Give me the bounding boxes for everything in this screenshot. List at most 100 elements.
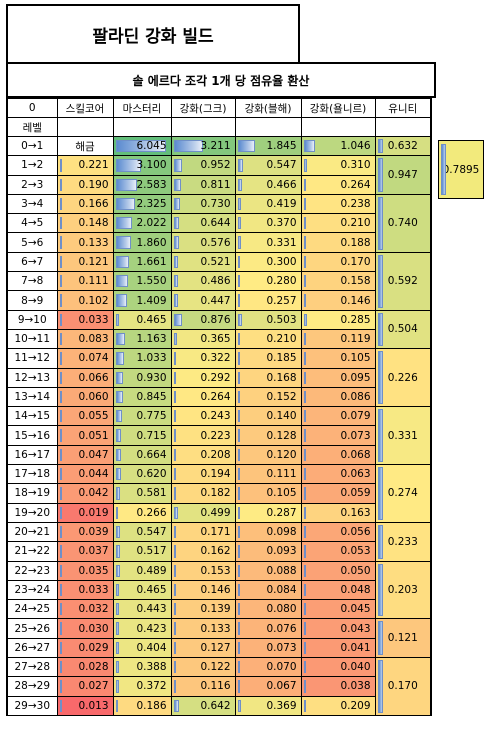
value-cell-g: 0.194 [170, 464, 236, 485]
data-bar [173, 140, 203, 153]
level-cell: 9→10 [6, 309, 58, 330]
data-bar [115, 506, 118, 519]
data-bar [173, 429, 176, 442]
cell-value: 0.041 [340, 641, 371, 654]
value-cell-sc: 0.060 [56, 386, 114, 408]
cell-value: 0.166 [78, 198, 109, 211]
value-cell-ms: 1.860 [112, 232, 172, 253]
cell-value: 0.210 [266, 333, 297, 346]
cell-value: 0.051 [78, 429, 109, 442]
cell-value: 0.119 [340, 333, 371, 346]
value-cell-b: 0.098 [234, 521, 302, 543]
table-row: 26→27 0.029 0.404 0.127 0.073 0.041 [6, 637, 431, 659]
data-bar [173, 352, 177, 365]
value-cell-g: 3.211 [170, 135, 236, 157]
cell-value: 0.171 [200, 526, 231, 539]
cell-value: 0.039 [78, 526, 109, 539]
data-bar [237, 468, 240, 481]
value-cell-ms: 0.465 [112, 579, 172, 601]
value-cell-sc: 0.032 [56, 599, 114, 620]
cell-value: 0.503 [266, 313, 297, 326]
table-row: 0→1 해금 6.045 3.211 1.845 1.046 0.632 [6, 135, 432, 157]
value-cell-ms: 0.372 [112, 676, 172, 697]
data-bar [441, 144, 446, 195]
value-cell-h: 0.059 [300, 483, 376, 504]
value-cell-b: 0.547 [234, 155, 302, 176]
value-cell-ms: 0.930 [112, 367, 172, 388]
unity-cell: 0.592 [374, 251, 432, 311]
header-level-label: 레벨 [6, 117, 58, 137]
value-cell-ms: 6.045 [112, 135, 172, 157]
data-bar [303, 390, 306, 404]
data-bar [59, 255, 62, 269]
cell-value: 0.121 [78, 255, 109, 268]
level-cell: 5→6 [6, 232, 58, 253]
data-bar [377, 409, 383, 463]
cell-value: 0.153 [200, 564, 231, 577]
cell-value: 0.547 [136, 526, 167, 539]
table-subtitle: 솔 에르다 조각 1개 당 점유율 환산 [6, 62, 436, 98]
value-cell-g: 0.811 [170, 174, 236, 195]
cell-value: 0.066 [78, 371, 109, 384]
data-bar [59, 564, 62, 577]
value-cell-h: 1.046 [300, 135, 376, 157]
value-cell-sc: 0.066 [56, 367, 114, 388]
value-cell-g: 0.162 [170, 541, 236, 562]
data-bar [237, 680, 240, 693]
cell-value: 0.243 [200, 410, 231, 423]
table-row: 1→2 0.221 3.100 0.952 0.547 0.310 0.947 [6, 155, 432, 195]
cell-value: 0.152 [266, 391, 297, 403]
data-bar [173, 255, 179, 269]
value-cell-g: 0.139 [170, 599, 236, 620]
cell-value: 0.044 [78, 468, 109, 481]
data-bar [59, 622, 62, 635]
cell-value: 0.073 [340, 429, 371, 442]
cell-value: 0.037 [78, 545, 109, 558]
value-cell-h: 0.079 [300, 406, 376, 427]
data-bar [173, 371, 177, 384]
cell-value: 3.100 [136, 159, 167, 172]
data-bar [115, 545, 120, 558]
level-cell: 7→8 [6, 271, 58, 292]
value-cell-b: 0.331 [234, 232, 302, 253]
cell-value: 0.188 [340, 236, 371, 249]
data-bar [173, 487, 176, 500]
cell-value: 1.033 [136, 352, 167, 365]
data-bar [115, 255, 130, 269]
cell-value: 0.423 [136, 622, 167, 635]
cell-value: 0.388 [136, 661, 167, 674]
data-bar [377, 254, 383, 308]
table-row: 7→8 0.111 1.550 0.486 0.280 0.158 [6, 271, 431, 292]
cell-value: 0.322 [200, 352, 231, 365]
value-cell-ms: 1.550 [112, 271, 172, 292]
data-bar [237, 699, 241, 712]
cell-value: 0.128 [266, 429, 297, 442]
data-bar [59, 371, 62, 384]
header-mastery: 마스터리 [112, 98, 172, 118]
value-cell-h: 0.050 [300, 560, 376, 581]
cell-value: 0.190 [78, 178, 109, 191]
cell-value: 0.042 [78, 487, 109, 500]
cell-value: 0.056 [340, 526, 371, 539]
value-cell-g: 0.208 [170, 444, 236, 466]
data-bar [115, 410, 122, 423]
cell-value: 0.070 [266, 661, 297, 674]
cell-value: 0.170 [340, 255, 371, 268]
data-bar [303, 583, 306, 597]
data-bar [59, 468, 62, 481]
level-cell: 6→7 [6, 251, 58, 273]
data-bar [303, 545, 306, 558]
cell-value: 0.053 [340, 545, 371, 558]
cell-value: 0.370 [266, 217, 297, 230]
data-bar [237, 429, 240, 442]
data-bar [377, 524, 383, 559]
data-bar [237, 332, 240, 346]
cell-value: 0.168 [266, 371, 297, 384]
cell-value: 0.146 [340, 294, 371, 307]
cell-value: 0.047 [78, 448, 109, 461]
cell-value: 0.443 [136, 603, 167, 616]
data-bar [303, 410, 306, 423]
header-level: 0 [6, 98, 58, 118]
cell-value: 0.083 [78, 333, 109, 346]
value-cell-h: 0.073 [300, 425, 376, 446]
